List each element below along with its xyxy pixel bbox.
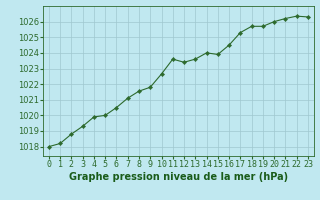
- X-axis label: Graphe pression niveau de la mer (hPa): Graphe pression niveau de la mer (hPa): [69, 172, 288, 182]
